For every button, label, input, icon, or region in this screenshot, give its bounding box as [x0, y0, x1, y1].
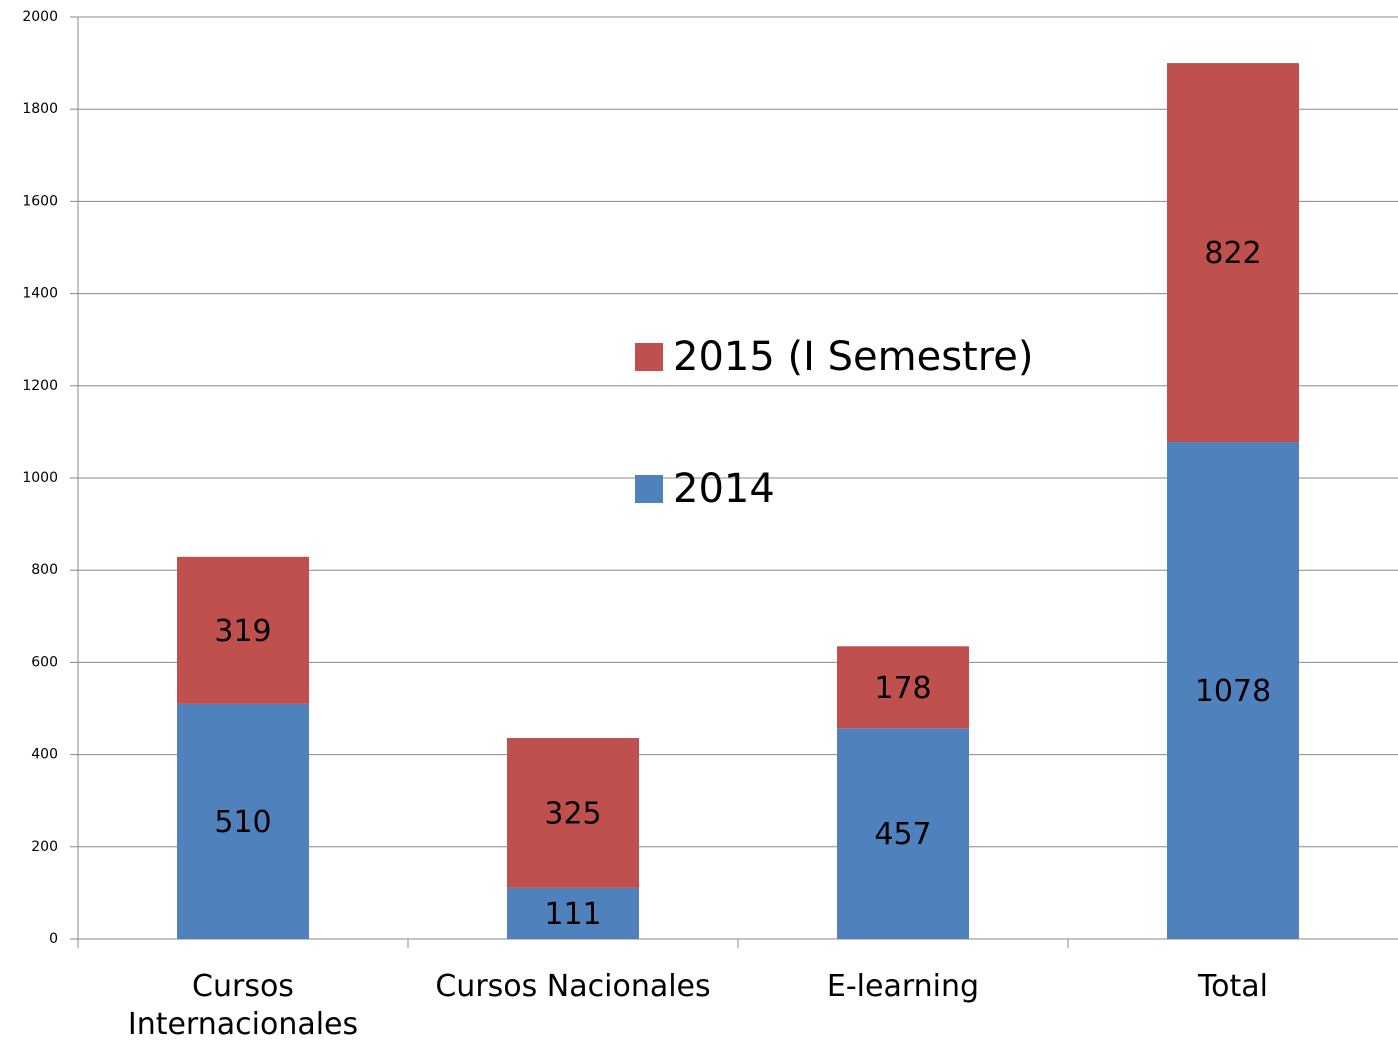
legend-label: 2015 (I Semestre): [673, 334, 1034, 380]
bar-segment: [837, 646, 969, 729]
data-label: 510: [214, 805, 271, 840]
y-tick-label: 200: [31, 839, 58, 855]
data-label: 178: [874, 671, 931, 706]
y-tick-label: 0: [49, 931, 58, 947]
bar-segment: [1167, 442, 1299, 939]
x-tick-label: Cursos Nacionales: [435, 969, 711, 1004]
x-tick-label: Cursos Internacionales: [127, 969, 359, 1042]
y-tick-label: 1200: [22, 378, 58, 394]
legend-swatch: [635, 343, 663, 371]
bar-segment: [177, 556, 309, 704]
bar-segment: [1167, 63, 1299, 443]
bar-segment: [507, 738, 639, 888]
x-tick-label: E-learning: [826, 969, 980, 1004]
y-tick-label: 1800: [22, 101, 58, 117]
bar-segment: [837, 728, 969, 939]
y-tick-label: 600: [31, 654, 58, 670]
legend-label: 2014: [673, 466, 775, 512]
data-label: 325: [544, 796, 601, 831]
y-tick-label: 1000: [22, 470, 58, 486]
data-label: 457: [874, 817, 931, 852]
data-label: 1078: [1195, 674, 1271, 709]
y-tick-label: 2000: [22, 9, 58, 25]
bar-segment: [507, 887, 639, 939]
x-tick-label: Total: [1197, 969, 1269, 1004]
bar-segment: [177, 703, 309, 939]
data-label: 822: [1204, 236, 1261, 271]
y-tick-label: 1600: [22, 193, 58, 209]
data-label: 111: [544, 897, 601, 932]
y-tick-label: 1400: [22, 286, 58, 302]
data-label: 319: [214, 614, 271, 649]
y-tick-label: 400: [31, 747, 58, 763]
y-tick-label: 800: [31, 562, 58, 578]
legend-swatch: [635, 475, 663, 503]
